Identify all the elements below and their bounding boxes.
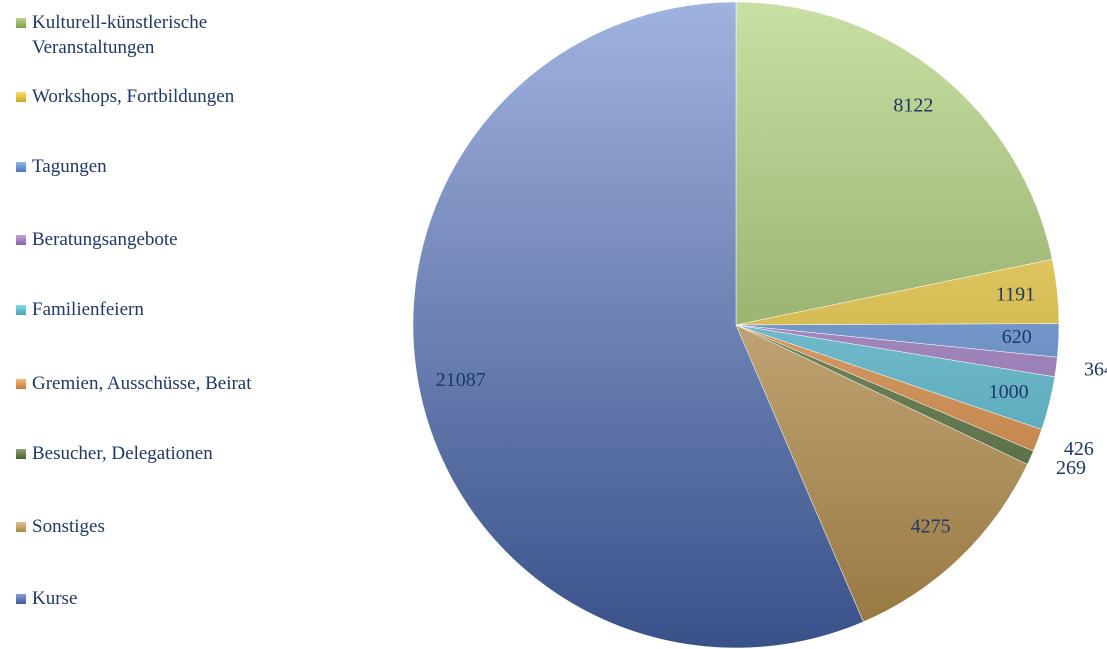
legend-item: Gremien, Ausschüsse, Beirat	[16, 371, 306, 396]
legend-swatch	[16, 522, 26, 532]
data-label: 1191	[996, 283, 1035, 305]
legend-label: Kurse	[32, 588, 78, 609]
legend-label: Tagungen	[32, 156, 107, 177]
data-label: 8122	[893, 95, 933, 117]
pie-slice	[412, 1, 864, 649]
legend-swatch	[16, 162, 26, 172]
data-label: 269	[1056, 457, 1086, 479]
legend-item: Familienfeiern	[16, 297, 306, 322]
legend-swatch	[16, 18, 26, 28]
legend-label: Kulturell-künstlerische Veranstaltungen	[32, 12, 208, 58]
legend-swatch	[16, 449, 26, 459]
legend-label: Workshops, Fortbildungen	[32, 86, 235, 107]
legend-label: Sonstiges	[32, 516, 105, 537]
legend-label: Besucher, Delegationen	[32, 443, 213, 464]
legend-item: Sonstiges	[16, 514, 306, 539]
legend-swatch	[16, 594, 26, 604]
data-label: 620	[1002, 326, 1032, 348]
legend-label: Gremien, Ausschüsse, Beirat	[32, 373, 252, 394]
data-label: 1000	[989, 381, 1029, 403]
legend-swatch	[16, 92, 26, 102]
legend-item: Beratungsangebote	[16, 227, 306, 252]
legend-item: Workshops, Fortbildungen	[16, 84, 306, 109]
legend-item: Kulturell-künstlerische Veranstaltungen	[16, 10, 306, 60]
legend-item: Tagungen	[16, 154, 306, 179]
legend-swatch	[16, 305, 26, 315]
pie-slice	[735, 1, 1053, 326]
legend-label: Beratungsangebote	[32, 229, 178, 250]
legend-swatch	[16, 379, 26, 389]
legend-item: Kurse	[16, 586, 306, 611]
legend-swatch	[16, 235, 26, 245]
data-label: 4275	[911, 515, 951, 537]
data-label: 21087	[436, 369, 486, 391]
data-label: 426	[1064, 438, 1094, 460]
legend-label: Familienfeiern	[32, 299, 144, 320]
data-label: 364	[1084, 358, 1107, 380]
legend-item: Besucher, Delegationen	[16, 441, 306, 466]
pie-slice	[735, 324, 1028, 623]
